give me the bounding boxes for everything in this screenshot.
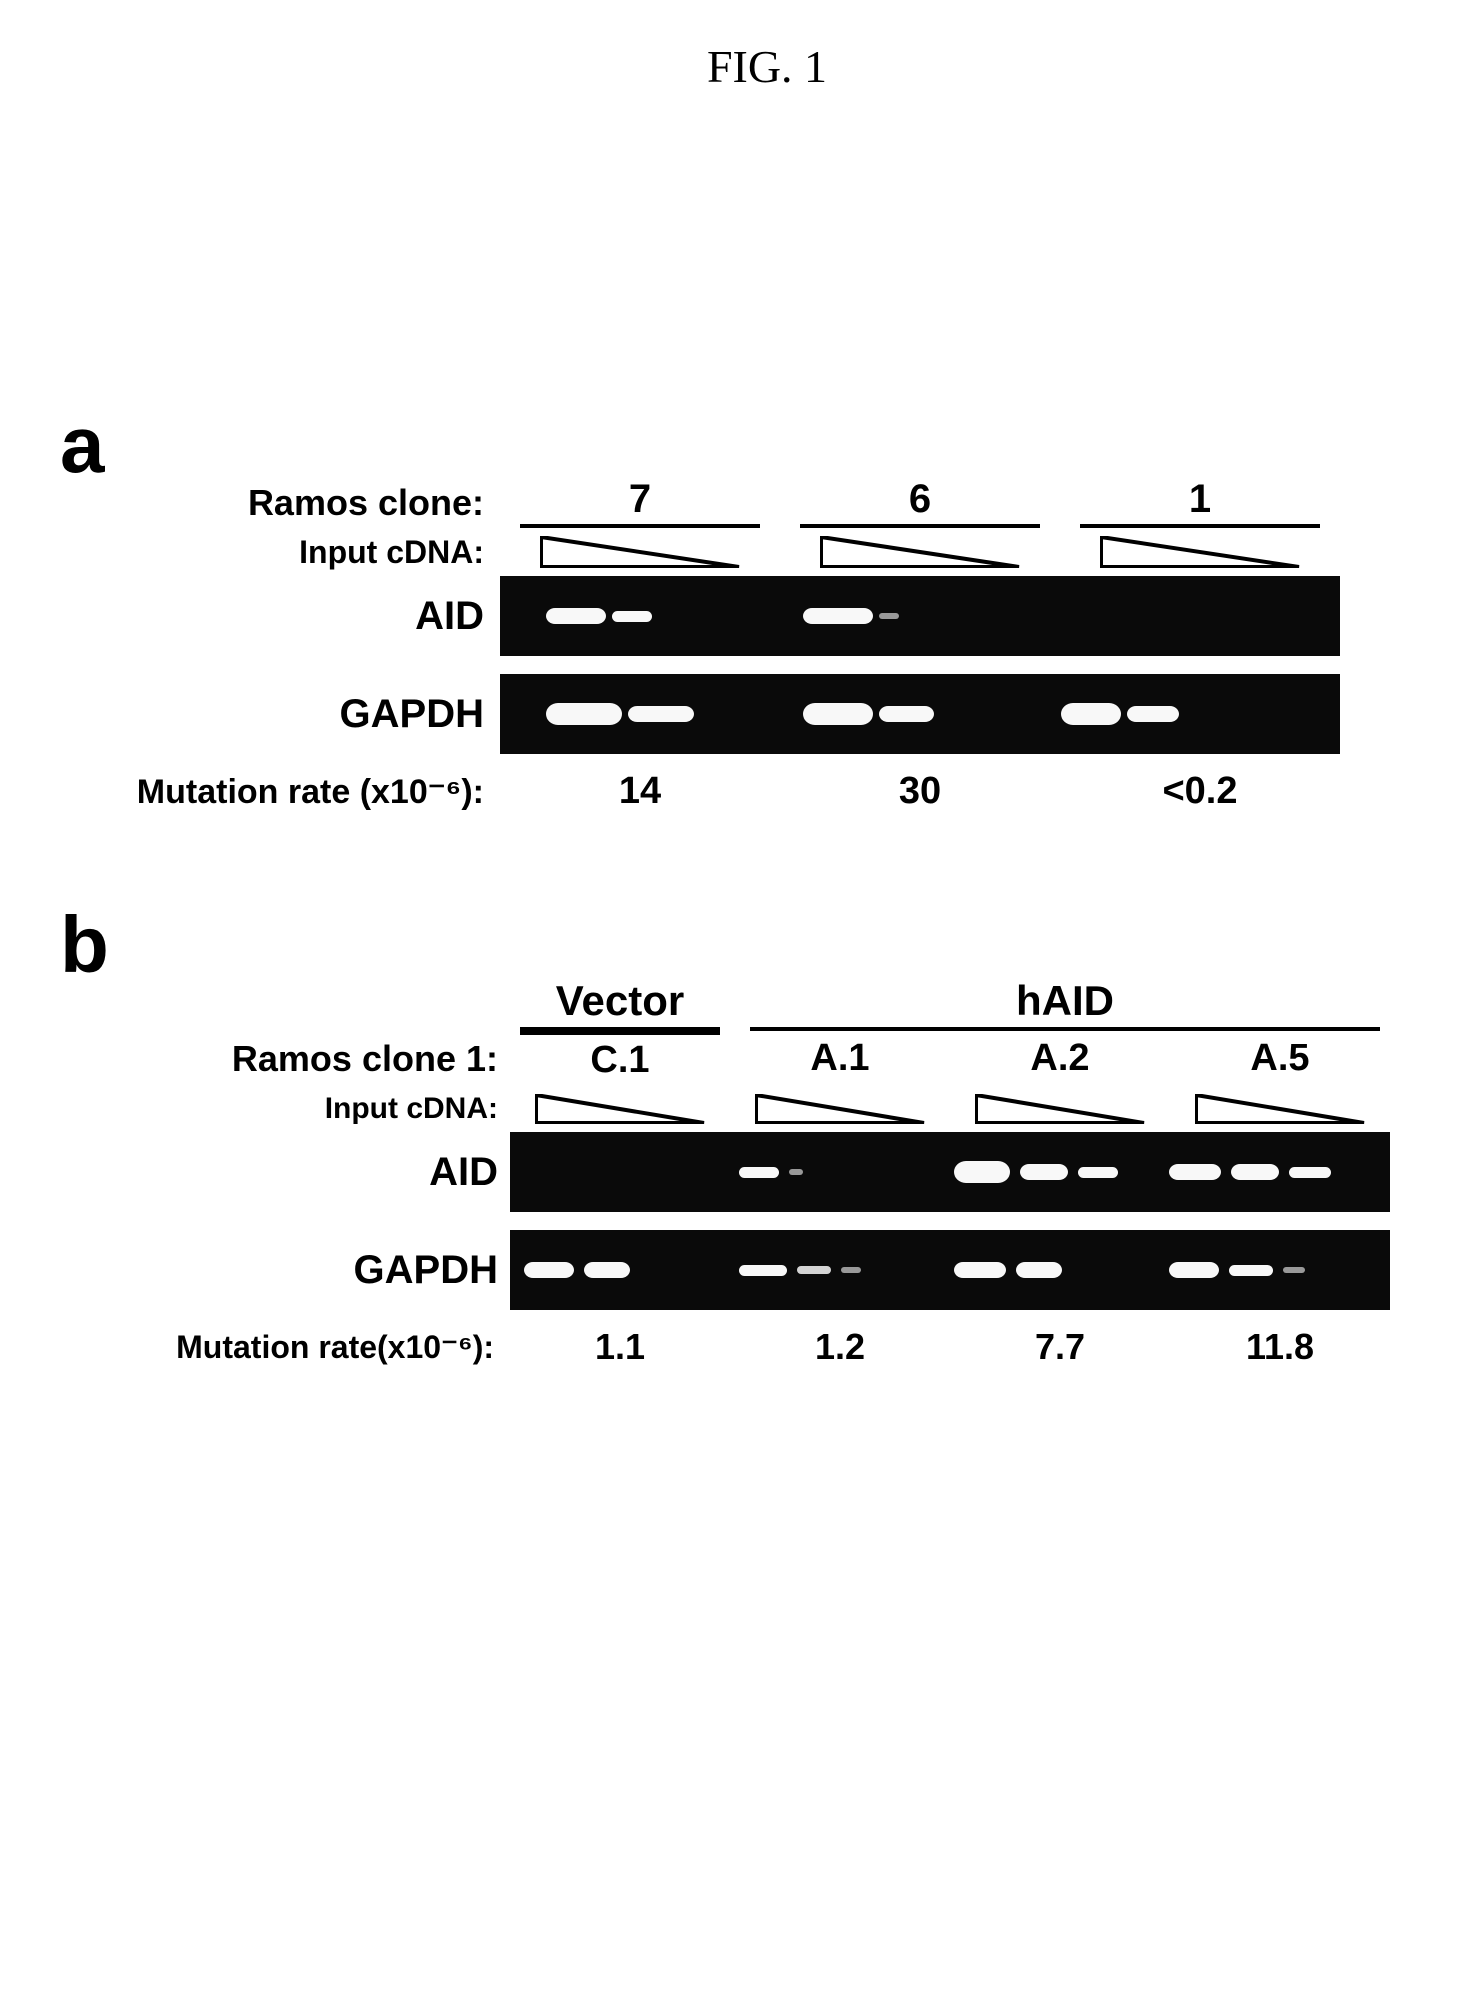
- clone-header-a-2: 1: [1080, 477, 1320, 528]
- panel-a-grid: Ramos clone: 7 6 1 Input cDNA: AID GAPDH…: [60, 477, 1434, 813]
- gel-band: [524, 1262, 574, 1278]
- wedge-icon: [1100, 536, 1300, 568]
- wedge-icon: [820, 536, 1020, 568]
- gel-lane: [540, 674, 785, 754]
- wedge-b-2: [950, 1086, 1170, 1132]
- label-input-cdna-b: Input cDNA:: [60, 1092, 510, 1126]
- panel-b-grid: Vector hAID Ramos clone 1: C.1 A.1 A.2 A…: [60, 977, 1434, 1368]
- gel-lane: [1169, 1132, 1376, 1212]
- gel-band: [612, 611, 652, 622]
- gel-band: [954, 1262, 1006, 1278]
- sub-header-b-2: A.2: [950, 1033, 1170, 1084]
- gel-band: [1016, 1262, 1062, 1278]
- gel-lane: [739, 1132, 946, 1212]
- gel-lane: [954, 1132, 1161, 1212]
- gel-band: [1061, 703, 1121, 725]
- gel-gapdh-b: [510, 1230, 1390, 1310]
- gel-band: [1078, 1167, 1118, 1178]
- sub-header-b-3: A.5: [1170, 1033, 1390, 1084]
- sub-header-b-1: A.1: [730, 1033, 950, 1084]
- mutrate-b-3: 11.8: [1170, 1310, 1390, 1368]
- gel-gapdh-a: [500, 674, 1340, 754]
- label-input-cdna-a: Input cDNA:: [60, 534, 500, 571]
- wedge-icon: [535, 1094, 705, 1124]
- wedge-icon: [540, 536, 740, 568]
- gel-aid-a: [500, 576, 1340, 656]
- panel-b: b Vector hAID Ramos clone 1: C.1 A.1 A.2…: [60, 913, 1434, 1368]
- wedge-b-0: [510, 1086, 730, 1132]
- gel-lane: [739, 1230, 946, 1310]
- wedge-icon: [755, 1094, 925, 1124]
- gel-band: [1229, 1265, 1273, 1276]
- label-gapdh-b: GAPDH: [60, 1248, 510, 1293]
- mutrate-a-0: 14: [500, 754, 780, 813]
- gel-band: [789, 1169, 803, 1175]
- mutrate-b-1: 1.2: [730, 1310, 950, 1368]
- gel-band: [546, 703, 622, 725]
- mutrate-b-2: 7.7: [950, 1310, 1170, 1368]
- gel-band: [1169, 1262, 1219, 1278]
- clone-header-a-0: 7: [520, 477, 760, 528]
- gel-lane: [524, 1132, 731, 1212]
- header-vector: Vector: [520, 977, 720, 1031]
- mutrate-b-0: 1.1: [510, 1310, 730, 1368]
- gel-band: [954, 1161, 1010, 1183]
- gel-band: [879, 613, 899, 619]
- wedge-b-1: [730, 1086, 950, 1132]
- wedge-b-3: [1170, 1086, 1390, 1132]
- panel-letter-b: b: [60, 913, 109, 977]
- gel-band: [739, 1167, 779, 1178]
- wedge-a-2: [1060, 528, 1340, 576]
- gel-band: [1231, 1164, 1279, 1180]
- gel-band: [628, 706, 694, 722]
- gel-band: [584, 1262, 630, 1278]
- gel-band: [803, 703, 873, 725]
- gel-lane: [1055, 674, 1300, 754]
- gel-lane: [797, 674, 1042, 754]
- gel-band: [1169, 1164, 1221, 1180]
- gel-band: [841, 1267, 861, 1273]
- gel-aid-b: [510, 1132, 1390, 1212]
- gel-lane: [954, 1230, 1161, 1310]
- gel-lane: [1169, 1230, 1376, 1310]
- clone-header-a-1: 6: [800, 477, 1040, 528]
- sub-header-b-0: C.1: [520, 1031, 720, 1086]
- label-mutation-a: Mutation rate (x10⁻⁶):: [60, 756, 500, 812]
- label-gapdh-a: GAPDH: [60, 692, 500, 737]
- gel-lane: [1055, 576, 1300, 656]
- wedge-icon: [975, 1094, 1145, 1124]
- figure-title: FIG. 1: [100, 40, 1434, 93]
- label-mutation-b: Mutation rate(x10⁻⁶):: [60, 1312, 510, 1366]
- header-haid: hAID: [750, 977, 1380, 1031]
- label-aid-b: AID: [60, 1150, 510, 1195]
- gel-lane: [524, 1230, 731, 1310]
- mutrate-a-1: 30: [780, 754, 1060, 813]
- wedge-a-1: [780, 528, 1060, 576]
- mutrate-a-2: <0.2: [1060, 754, 1340, 813]
- gel-lane: [797, 576, 1042, 656]
- label-ramos-clone-b: Ramos clone 1:: [60, 1038, 510, 1080]
- gel-band: [1289, 1167, 1331, 1178]
- wedge-a-0: [500, 528, 780, 576]
- gel-band: [797, 1266, 831, 1274]
- gel-band: [739, 1265, 787, 1276]
- gel-band: [879, 706, 934, 722]
- gel-band: [1127, 706, 1179, 722]
- label-aid-a: AID: [60, 594, 500, 639]
- gel-lane: [540, 576, 785, 656]
- gel-band: [1283, 1267, 1305, 1273]
- panel-a: a Ramos clone: 7 6 1 Input cDNA: AID GAP…: [60, 413, 1434, 813]
- gel-band: [546, 608, 606, 624]
- panel-letter-a: a: [60, 413, 105, 477]
- label-ramos-clone-a: Ramos clone:: [60, 482, 500, 524]
- gel-band: [1020, 1164, 1068, 1180]
- wedge-icon: [1195, 1094, 1365, 1124]
- gel-band: [803, 608, 873, 624]
